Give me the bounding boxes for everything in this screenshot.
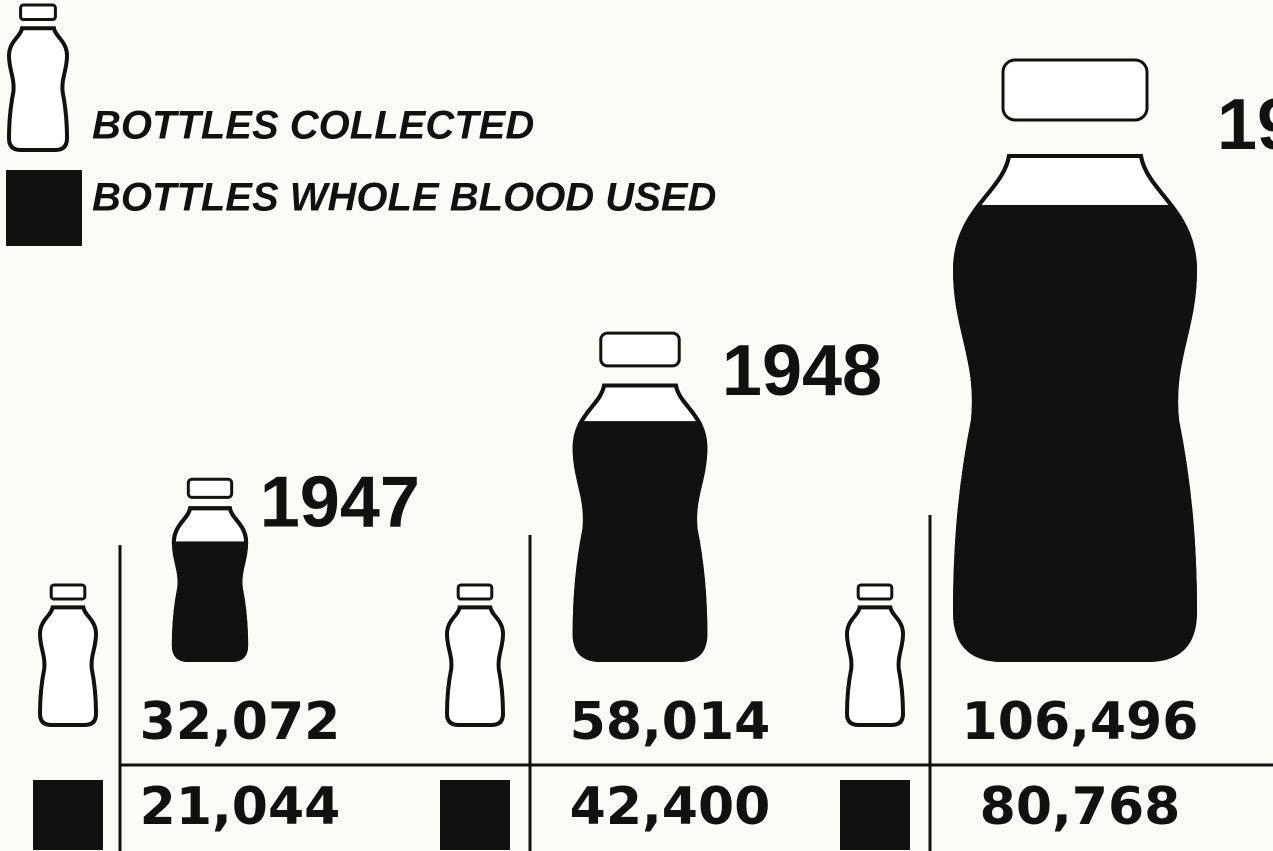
legend-icon-bottle bbox=[9, 5, 67, 150]
legend-icon-bottle bbox=[447, 585, 503, 725]
bottle-cap bbox=[601, 333, 679, 366]
legend-icon-square bbox=[440, 780, 510, 850]
legend-icon-square bbox=[6, 170, 82, 246]
value-label: 32,072 bbox=[140, 692, 341, 752]
bottle bbox=[925, 60, 1225, 660]
value-label: 42,400 bbox=[570, 777, 771, 837]
bottle-cap bbox=[21, 5, 56, 20]
legend-icon-square bbox=[33, 780, 103, 850]
value-label: 106,496 bbox=[962, 692, 1199, 752]
legend-icon-square bbox=[840, 780, 910, 850]
value-label: 21,044 bbox=[140, 777, 341, 837]
year-label: 1949 bbox=[1217, 85, 1273, 165]
chart: BOTTLES COLLECTED BOTTLES WHOLE BLOOD US… bbox=[0, 0, 1273, 851]
legend-icon-bottle bbox=[847, 585, 903, 725]
legend-icon-bottle bbox=[40, 585, 96, 725]
bottle bbox=[165, 479, 255, 660]
value-label: 80,768 bbox=[980, 777, 1181, 837]
bottle-cap bbox=[1003, 60, 1147, 120]
bottle-outline bbox=[9, 28, 67, 150]
bottle bbox=[558, 333, 721, 660]
value-label: 58,014 bbox=[570, 692, 771, 752]
year-label: 1947 bbox=[260, 462, 420, 542]
bottle-cap bbox=[188, 479, 231, 497]
bottle-cap bbox=[51, 585, 85, 599]
bottle-outline bbox=[447, 607, 503, 725]
year-label: 1948 bbox=[722, 331, 882, 411]
bottle-outline bbox=[847, 607, 903, 725]
bottle-outline bbox=[40, 607, 96, 725]
legend-label: BOTTLES COLLECTED bbox=[92, 104, 534, 148]
legend-label: BOTTLES WHOLE BLOOD USED bbox=[92, 176, 716, 220]
bottle-cap bbox=[858, 585, 892, 599]
bottle-cap bbox=[458, 585, 492, 599]
